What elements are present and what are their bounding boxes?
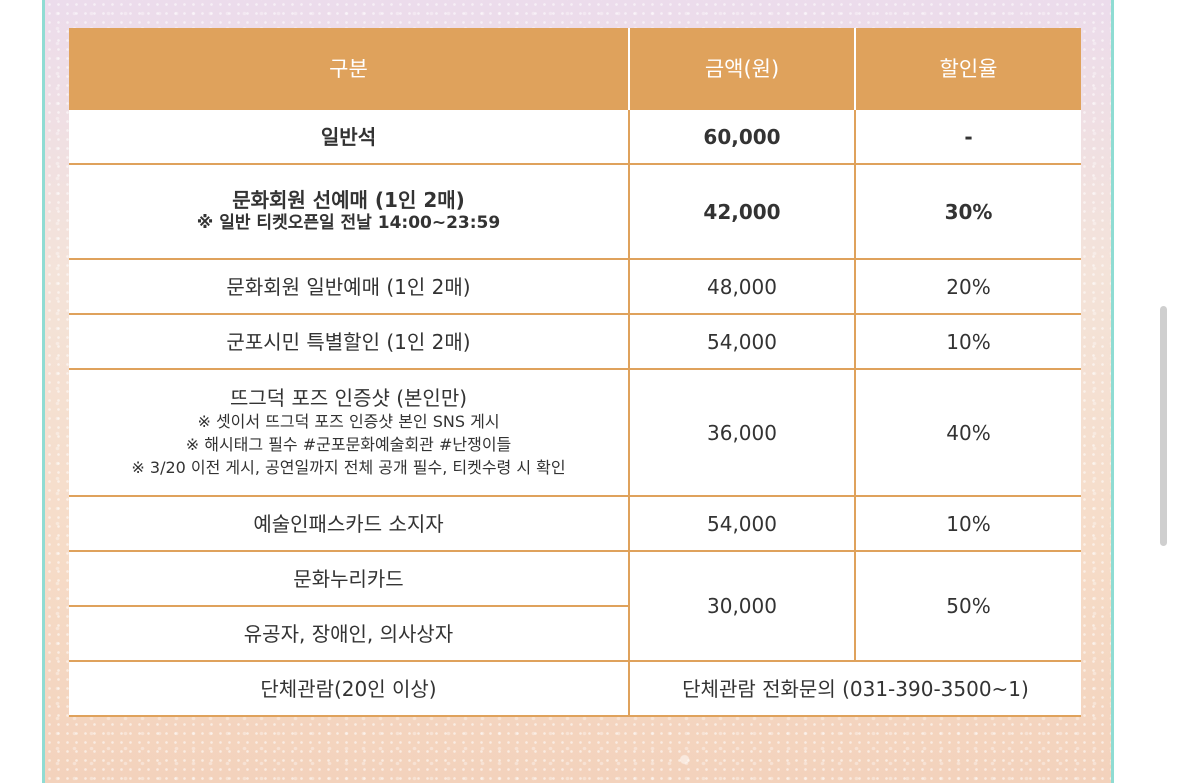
row-rate: 20% [854,258,1081,315]
row-label: 문화회원 선예매 (1인 2매) [232,188,465,212]
row-label: 뜨그덕 포즈 인증샷 (본인만) [229,386,468,410]
row-general: 일반석 60,000 - [69,108,1081,165]
row-label: 군포시민 특별할인 (1인 2매) [69,313,630,370]
row-price: 54,000 [628,495,856,552]
header-discount: 할인율 [855,28,1081,109]
row-rate: 40% [854,368,1081,497]
row-label: 예술인패스카드 소지자 [69,495,630,552]
ticket-price-table: 구분 금액(원) 할인율 일반석 60,000 - 문화회원 선예매 (1인 2… [69,28,1081,717]
row-citizen: 군포시민 특별할인 (1인 2매) 54,000 10% [69,313,1081,370]
table-header-row: 구분 금액(원) 할인율 [69,28,1081,109]
row-note: ※ 일반 티켓오픈일 전날 14:00~23:59 [196,213,501,233]
row-note: ※ 셋이서 뜨그덕 포즈 인증샷 본인 SNS 게시 [197,412,500,431]
row-label: 문화회원 일반예매 (1인 2매) [69,258,630,315]
row-rate: 10% [854,313,1081,370]
row-member-general: 문화회원 일반예매 (1인 2매) 48,000 20% [69,258,1081,315]
row-merit: 유공자, 장애인, 의사상자 [69,605,1081,662]
header-price: 금액(원) [629,28,856,109]
scrollbar-thumb[interactable] [1160,306,1167,546]
row-price: 30,000 [628,550,856,662]
row-rate: 10% [854,495,1081,552]
row-price: 48,000 [628,258,856,315]
row-rate: 30% [854,163,1081,260]
row-price: 54,000 [628,313,856,370]
row-label: 문화누리카드 [69,550,630,607]
row-label: 단체관람(20인 이상) [69,660,630,717]
row-rate: - [854,108,1081,165]
row-note: ※ 3/20 이전 게시, 공연일까지 전체 공개 필수, 티켓수령 시 확인 [131,458,566,477]
header-category: 구분 [69,28,630,109]
row-label-cell: 문화회원 선예매 (1인 2매) ※ 일반 티켓오픈일 전날 14:00~23:… [69,163,630,260]
row-nuri-card: 문화누리카드 30,000 50% [69,550,1081,662]
row-label: 일반석 [69,108,630,165]
row-pose-proof: 뜨그덕 포즈 인증샷 (본인만) ※ 셋이서 뜨그덕 포즈 인증샷 본인 SNS… [69,368,1081,497]
row-group: 단체관람(20인 이상) 단체관람 전화문의 (031-390-3500~1) [69,660,1081,717]
row-group-info: 단체관람 전화문의 (031-390-3500~1) [628,660,1081,717]
row-price: 60,000 [628,108,856,165]
row-price: 42,000 [628,163,856,260]
row-label: 유공자, 장애인, 의사상자 [69,605,629,662]
row-note: ※ 해시태그 필수 #군포문화예술회관 #난쟁이들 [185,435,512,454]
row-member-presale: 문화회원 선예매 (1인 2매) ※ 일반 티켓오픈일 전날 14:00~23:… [69,163,1081,260]
row-price: 36,000 [628,368,856,497]
row-label-cell: 뜨그덕 포즈 인증샷 (본인만) ※ 셋이서 뜨그덕 포즈 인증샷 본인 SNS… [69,368,630,497]
row-artpass: 예술인패스카드 소지자 54,000 10% [69,495,1081,552]
row-rate: 50% [854,550,1081,662]
